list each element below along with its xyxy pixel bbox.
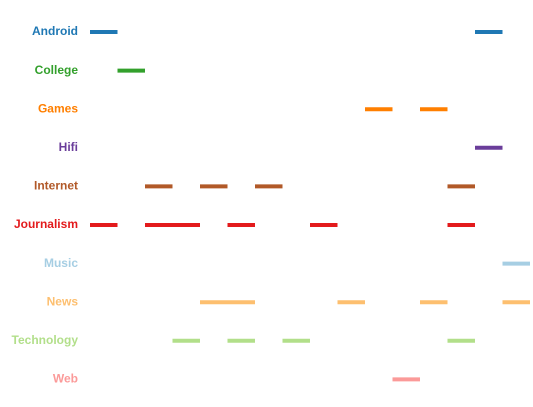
row-label: College — [35, 63, 79, 77]
row-label: News — [47, 294, 79, 308]
row-label: Journalism — [14, 217, 78, 231]
row-label: Internet — [34, 179, 78, 193]
row-label: Games — [38, 101, 78, 115]
row-label: Android — [32, 24, 78, 38]
row-label: Hifi — [59, 140, 78, 154]
row-label: Music — [44, 256, 78, 270]
row-label: Web — [53, 372, 78, 386]
row-label: Technology — [12, 333, 79, 347]
